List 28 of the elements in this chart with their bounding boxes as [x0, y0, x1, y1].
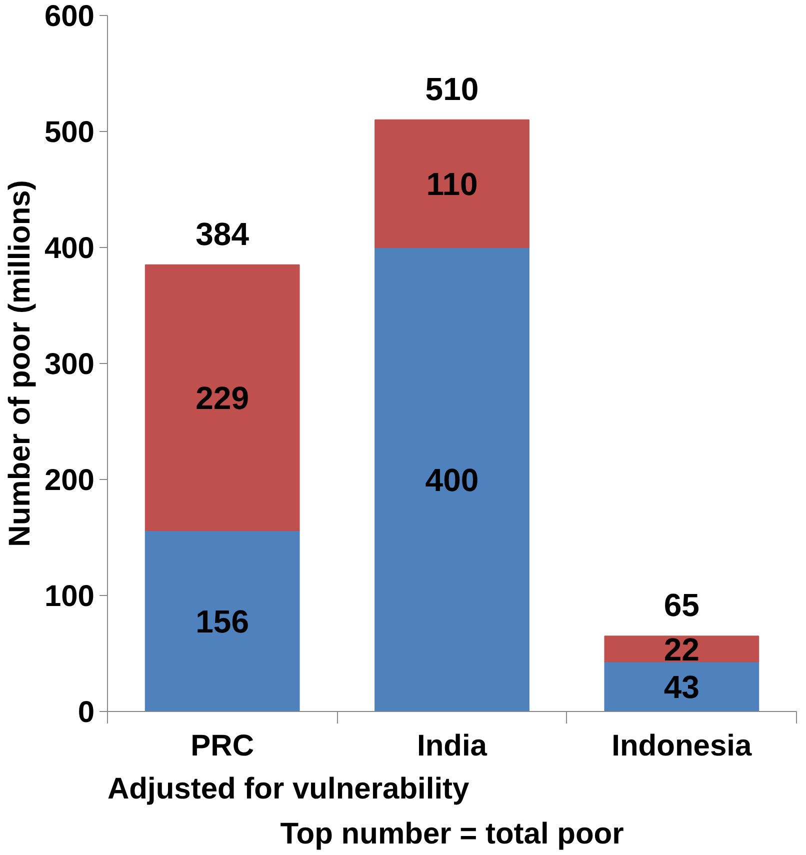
y-tick-label: 0: [78, 696, 95, 729]
total-label: 65: [664, 587, 700, 624]
y-tick-label: 300: [44, 348, 95, 381]
data-label: 22: [664, 631, 700, 668]
data-label: 156: [196, 604, 250, 640]
bar: [144, 530, 300, 712]
y-tick-label: 600: [44, 0, 95, 33]
x-tick-label: Indonesia: [612, 730, 752, 762]
y-tick-label: 100: [44, 580, 95, 613]
y-axis-title: Number of poor (millions): [3, 180, 36, 547]
bar: [144, 264, 300, 532]
data-label: 43: [664, 669, 700, 706]
data-label: 110: [426, 166, 478, 202]
x-tick-label: PRC: [190, 730, 254, 762]
text: Top number = total poor: [280, 818, 624, 850]
total-label: 384: [196, 216, 250, 252]
bar: [604, 661, 760, 712]
x-tick-label: India: [417, 730, 488, 762]
data-label: 229: [196, 380, 250, 416]
bar: [374, 119, 530, 248]
y-tick-label: 500: [44, 116, 95, 149]
data-label: 400: [425, 462, 479, 498]
text: Adjusted for vulnerability: [108, 772, 470, 806]
total-label: 510: [425, 70, 479, 107]
bar: [374, 247, 530, 712]
bar: [604, 636, 760, 662]
y-tick-label: 400: [44, 232, 95, 265]
y-tick-label: 200: [44, 464, 95, 497]
